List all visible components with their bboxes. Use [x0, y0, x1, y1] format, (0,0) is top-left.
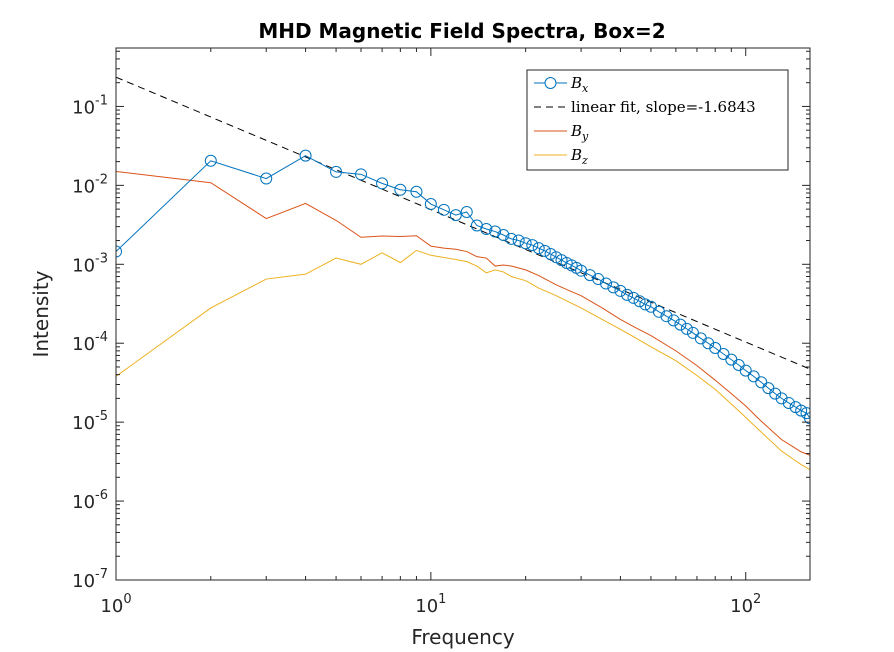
data-point-marker [330, 165, 343, 178]
data-point-marker [204, 154, 217, 167]
data-point-marker [355, 168, 368, 181]
data-point-marker [627, 291, 640, 304]
data-point-marker [800, 407, 810, 420]
data-point-marker [614, 284, 627, 297]
data-point-marker [480, 222, 493, 235]
y-tick-label: 10-6 [72, 488, 108, 513]
data-point-marker [424, 198, 437, 211]
data-point-marker [410, 185, 423, 198]
series-bz [116, 249, 810, 471]
series-line [116, 155, 810, 419]
data-point-marker [505, 232, 518, 245]
data-point-marker [660, 310, 673, 323]
series-linear-fit-slope-1-6843 [116, 76, 810, 370]
data-point-marker [769, 387, 782, 400]
data-point-marker [460, 205, 473, 218]
data-point-marker [538, 244, 551, 257]
y-axis-label: Intensity [29, 270, 53, 357]
data-point-marker [680, 322, 693, 335]
data-point-marker [782, 396, 795, 409]
data-point-marker [747, 370, 760, 383]
data-point-marker [544, 248, 557, 261]
series-layer [116, 76, 810, 471]
data-point-marker [437, 203, 450, 216]
data-point-marker [394, 183, 407, 196]
data-point-marker [621, 288, 634, 301]
series-line [116, 76, 810, 370]
data-point-marker [299, 149, 312, 162]
data-point-marker [667, 314, 680, 327]
series-line [116, 249, 810, 471]
ticks-layer: 100 101 102 10-7 10-6 10-5 10-4 10-3 10-2 10-1 [72, 48, 810, 617]
y-tick-label: 10-2 [72, 172, 108, 197]
data-point-marker [607, 281, 620, 294]
data-point-marker [260, 172, 273, 185]
data-point-marker [497, 229, 510, 242]
data-point-marker [755, 376, 768, 389]
data-point-marker [376, 177, 389, 190]
data-point-marker [489, 225, 502, 238]
data-point-marker [709, 341, 722, 354]
x-tick-label: 100 [100, 592, 131, 617]
chart-legend: Bx linear fit, slope=-1.6843 By Bz [526, 69, 789, 171]
data-point-marker [526, 239, 539, 252]
data-point-marker [639, 298, 652, 311]
legend-entry-label: Bx [570, 74, 589, 95]
data-point-marker [795, 404, 808, 417]
data-point-marker [512, 234, 525, 247]
data-point-marker [804, 412, 810, 425]
data-point-marker [674, 318, 687, 331]
x-tick-label: 102 [730, 592, 761, 617]
data-point-marker [600, 277, 613, 290]
y-tick-label: 10-7 [72, 567, 108, 592]
y-tick-label: 10-3 [72, 251, 108, 276]
data-point-marker [633, 295, 646, 308]
y-tick-label: 10-4 [72, 330, 108, 355]
legend-entry-label: By [570, 122, 589, 143]
data-point-marker [532, 242, 545, 255]
data-point-marker [449, 209, 462, 222]
y-tick-label: 10-5 [72, 409, 108, 434]
data-point-marker [116, 245, 122, 258]
data-point-marker [717, 348, 730, 361]
series-bx [116, 149, 810, 425]
legend-entry-label: Bz [570, 146, 588, 167]
y-tick-label: 10-1 [72, 93, 108, 118]
data-point-marker [739, 364, 752, 377]
data-point-marker [702, 337, 715, 350]
data-point-marker [652, 305, 665, 318]
data-point-marker [519, 237, 532, 250]
legend-entry-label: linear fit, slope=-1.6843 [571, 98, 756, 116]
chart-title: MHD Magnetic Field Spectra, Box=2 [258, 19, 665, 43]
legend-marker-sample [544, 77, 557, 89]
series-line [116, 170, 810, 456]
data-point-marker [775, 392, 788, 405]
data-point-marker [583, 269, 596, 282]
x-axis-label: Frequency [411, 625, 514, 649]
legend-box [526, 69, 789, 171]
series-by [116, 170, 810, 456]
x-tick-label: 101 [415, 592, 446, 617]
plot-frame [115, 47, 811, 581]
